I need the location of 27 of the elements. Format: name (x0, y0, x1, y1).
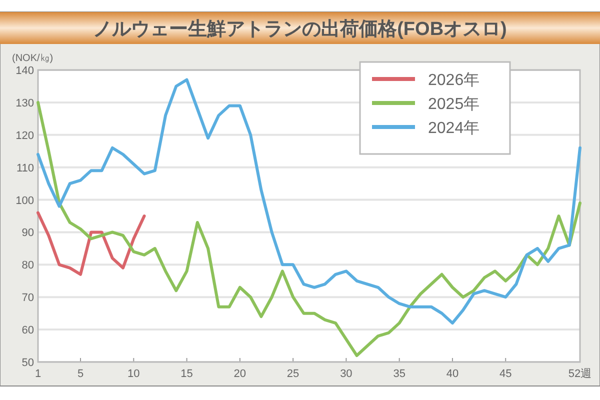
x-tick-label: 35 (393, 368, 406, 380)
x-tick-label: 15 (180, 368, 193, 380)
y-tick-label: 130 (16, 97, 34, 110)
chart-title: ノルウェー生鮮アトランの出荷価格(FOBオスロ) (93, 18, 507, 40)
x-tick-label: 45 (499, 368, 512, 380)
y-tick-label: 90 (22, 227, 34, 240)
x-tick-label: 5 (77, 368, 84, 380)
y-tick-label: 60 (22, 324, 34, 337)
x-tick-label: 20 (234, 368, 246, 380)
y-tick-label: 140 (16, 65, 34, 77)
y-tick-label: 80 (22, 260, 34, 272)
y-tick-label: 100 (16, 194, 34, 207)
y-tick-label: 110 (16, 162, 34, 174)
legend-label: 2026年 (428, 72, 480, 89)
y-axis-title: (NOK/㎏) (12, 53, 54, 64)
x-tick-label: 30 (340, 368, 352, 380)
x-tick-label: 52週 (568, 368, 592, 380)
y-tick-label: 50 (22, 357, 34, 369)
x-tick-label: 1 (34, 368, 42, 380)
legend-label: 2025年 (428, 96, 480, 113)
y-tick-label: 120 (16, 130, 34, 142)
y-tick-label: 70 (22, 292, 34, 304)
legend-label: 2024年 (428, 120, 480, 137)
line-series (36, 211, 146, 276)
x-tick-label: 25 (286, 368, 300, 380)
x-tick-label: 40 (446, 368, 459, 380)
x-tick-label: 10 (128, 368, 140, 380)
